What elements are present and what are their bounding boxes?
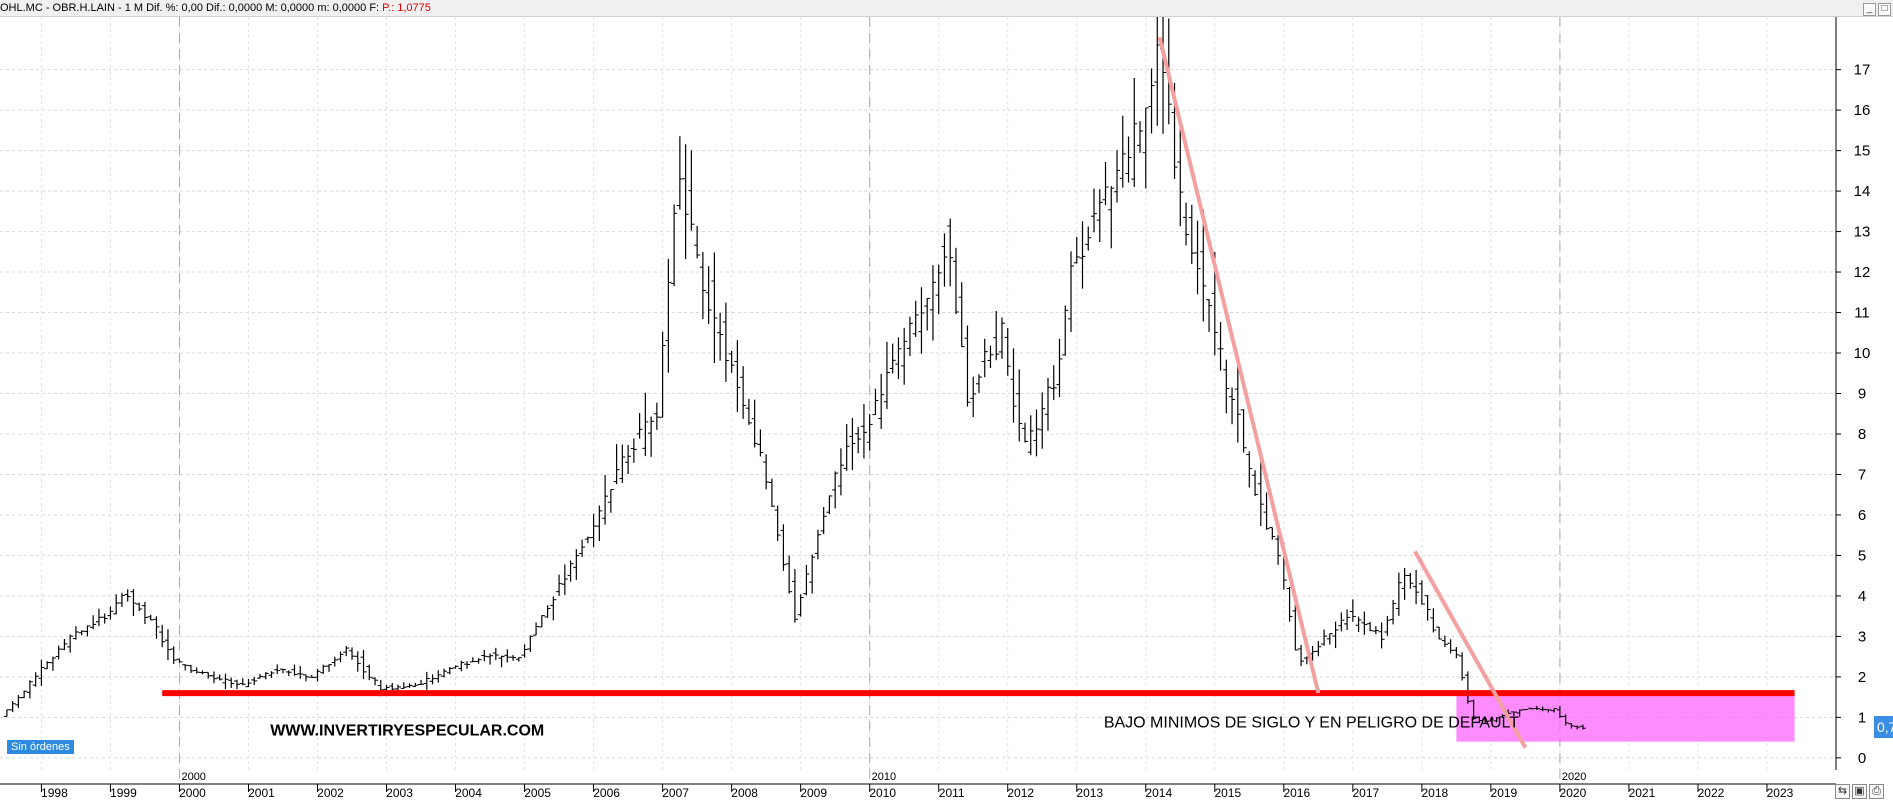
x-tick-label: 2000 [179, 786, 206, 800]
decade-label: 2010 [872, 771, 896, 783]
overlay-lines [162, 36, 1795, 749]
y-tick-label: 0 [1858, 750, 1866, 767]
x-tick-label: 2012 [1007, 786, 1034, 800]
x-tick-label: 2017 [1352, 786, 1379, 800]
y-tick-label: 12 [1854, 264, 1871, 281]
ohlc-bars [3, 17, 1586, 730]
x-tick-label: 2002 [317, 786, 344, 800]
x-tick-label: 2009 [800, 786, 827, 800]
y-tick-label: 4 [1858, 588, 1866, 605]
y-tick-label: 5 [1858, 547, 1866, 564]
x-tick-label: 2021 [1629, 786, 1656, 800]
min-label: m: 0,0000 [317, 2, 367, 14]
orders-badge[interactable]: Sin órdenes [7, 740, 74, 754]
x-tick-label: 2001 [248, 786, 275, 800]
x-tick-label: 1999 [110, 786, 137, 800]
x-axis: 1998 1999 2000 2001 2002 2003 2004 2005 2006 2007… [0, 771, 1836, 800]
pink-zone [1456, 693, 1795, 742]
y-tick-label: 16 [1854, 102, 1871, 119]
x-tick-label: 2022 [1698, 786, 1725, 800]
x-tick-label: 2007 [662, 786, 689, 800]
y-tick-label: 3 [1858, 628, 1866, 645]
max-label: M: 0,0000 [265, 2, 315, 14]
decade-label: 2020 [1562, 771, 1586, 783]
print-icon[interactable]: ⎙ [1869, 784, 1884, 799]
y-tick-label: 2 [1858, 669, 1866, 686]
x-tick-label: 2014 [1145, 786, 1172, 800]
y-tick-label: 8 [1858, 426, 1866, 443]
y-tick-label: 9 [1858, 386, 1866, 403]
window-buttons: _ □ [1861, 1, 1891, 17]
timeframe-label: 1 M [124, 2, 144, 14]
x-tick-label: 2010 [869, 786, 896, 800]
y-tick-label: 11 [1854, 305, 1870, 322]
chart-header: OHL.MC - OBR.H.LAIN - 1 M Dif. %: 0,00 D… [0, 0, 1893, 17]
grid [0, 17, 1836, 780]
y-tick-label: 7 [1858, 466, 1866, 483]
x-tick-label: 2003 [386, 786, 413, 800]
sync-icon[interactable]: ⇆ [1835, 784, 1850, 799]
y-tick-label: 6 [1858, 507, 1866, 524]
x-tick-label: 2018 [1422, 786, 1449, 800]
annotations: WWW.INVERTIRYESPECULAR.COM BAJO MINIMOS D… [270, 714, 1519, 739]
x-tick-label: 2008 [731, 786, 758, 800]
x-tick-label: 2011 [939, 786, 965, 800]
trend-line [1413, 550, 1528, 749]
restore-icon[interactable]: □ [1878, 3, 1891, 16]
dif-label: Dif.: 0,0000 [206, 2, 263, 14]
zone-layer [1456, 693, 1795, 742]
y-tick-label: 1 [1858, 709, 1866, 726]
chart-annotation: WWW.INVERTIRYESPECULAR.COM [270, 723, 544, 740]
x-tick-label: 2023 [1767, 786, 1794, 800]
x-tick-label: 2015 [1214, 786, 1241, 800]
last-price-tag: 0,701 [1874, 716, 1893, 738]
f-label: F: [369, 2, 380, 14]
trend-line [1157, 36, 1321, 694]
price-label: P.: 1,0775 [382, 2, 431, 14]
x-tick-label: 2004 [455, 786, 482, 800]
x-tick-label: 2006 [593, 786, 620, 800]
x-tick-label: 2016 [1283, 786, 1310, 800]
x-tick-label: 2013 [1076, 786, 1103, 800]
y-tick-label: 17 [1854, 62, 1871, 79]
x-tick-label: 1998 [41, 786, 68, 800]
symbol-label: OHL.MC - OBR.H.LAIN - [0, 2, 122, 14]
bottom-toolbar: ⇆ ▣ ⎙ [1833, 784, 1884, 799]
y-tick-label: 14 [1854, 183, 1871, 200]
decade-label: 2000 [181, 771, 205, 783]
dif-pct-label: Dif. %: 0,00 [146, 2, 203, 14]
minimize-icon[interactable]: _ [1863, 3, 1876, 16]
save-icon[interactable]: ▣ [1852, 784, 1867, 799]
y-tick-label: 10 [1854, 345, 1871, 362]
x-tick-label: 2019 [1491, 786, 1518, 800]
x-tick-label: 2020 [1560, 786, 1587, 800]
y-tick-label: 13 [1854, 224, 1871, 241]
y-tick-label: 15 [1854, 143, 1871, 160]
x-tick-label: 2005 [524, 786, 551, 800]
chart-annotation: BAJO MINIMOS DE SIGLO Y EN PELIGRO DE DE… [1104, 714, 1519, 731]
